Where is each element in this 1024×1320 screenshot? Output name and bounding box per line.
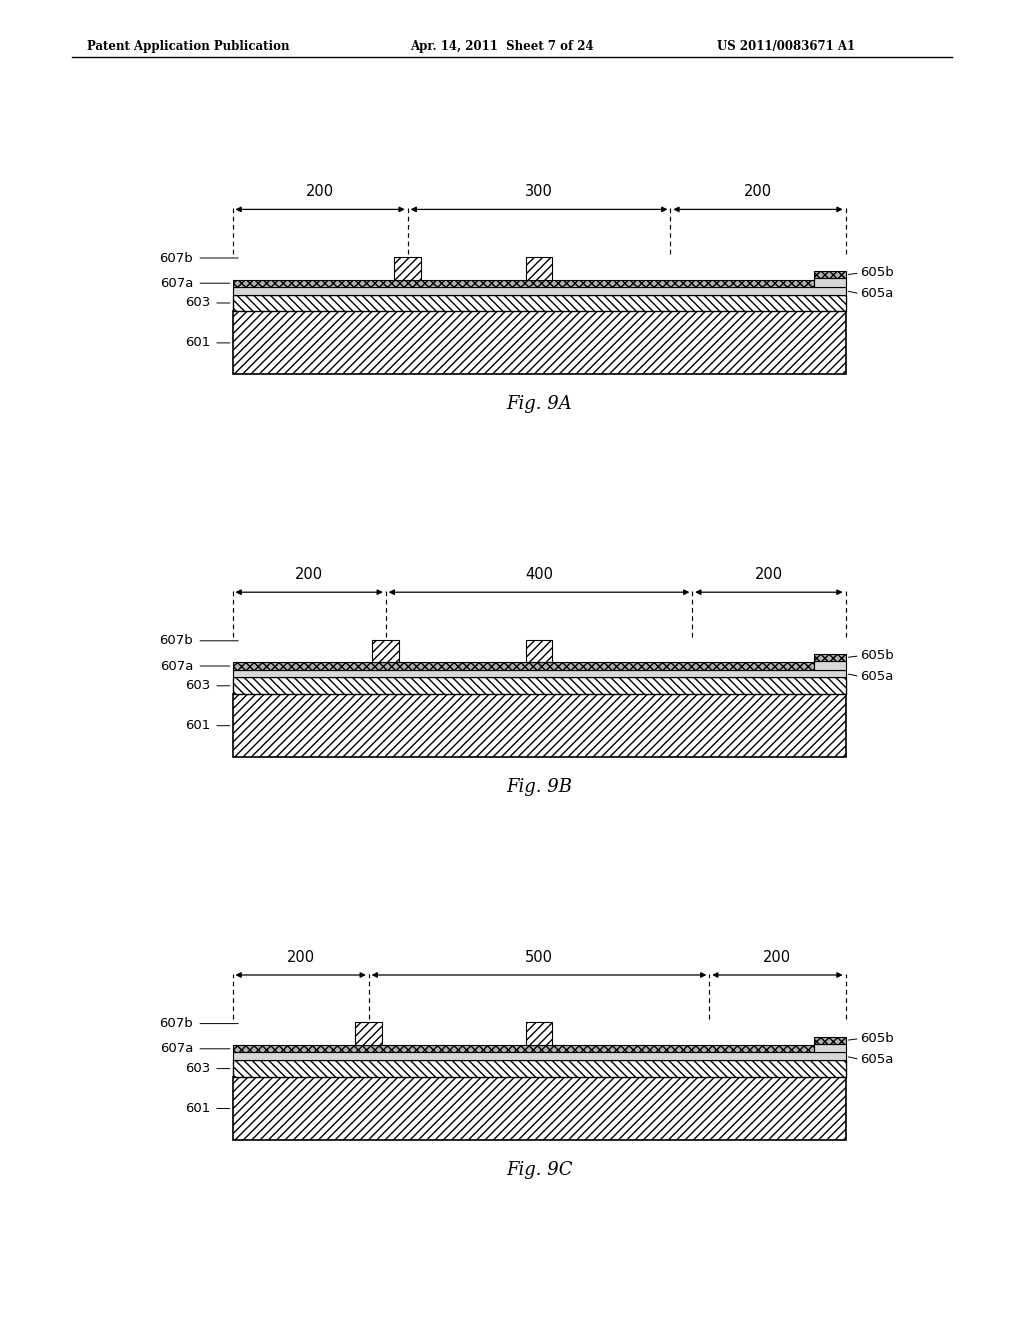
Text: 300: 300	[525, 185, 553, 199]
Bar	[814, 1036, 846, 1044]
Bar	[232, 1077, 846, 1140]
Text: 605b: 605b	[860, 1032, 894, 1045]
Text: US 2011/0083671 A1: US 2011/0083671 A1	[717, 40, 855, 53]
Text: 607a: 607a	[160, 277, 194, 289]
Bar	[525, 1023, 553, 1045]
Bar	[232, 669, 846, 677]
Text: 605a: 605a	[860, 1053, 893, 1065]
Text: 607a: 607a	[160, 1043, 194, 1055]
Text: Fig. 9B: Fig. 9B	[506, 779, 572, 796]
Bar	[232, 294, 846, 312]
Text: 607a: 607a	[160, 660, 194, 672]
Bar	[232, 1060, 846, 1077]
Bar	[355, 1023, 382, 1045]
Text: 605b: 605b	[860, 267, 894, 280]
Text: 200: 200	[743, 185, 772, 199]
Bar	[525, 640, 553, 663]
Bar	[232, 677, 846, 694]
Bar	[232, 1052, 846, 1060]
Text: 200: 200	[755, 568, 783, 582]
Text: 605a: 605a	[860, 671, 893, 682]
Bar	[232, 312, 846, 375]
Text: 200: 200	[295, 568, 324, 582]
Bar	[232, 694, 846, 758]
Text: Patent Application Publication: Patent Application Publication	[87, 40, 290, 53]
Bar	[232, 663, 814, 669]
Text: 605b: 605b	[860, 649, 894, 663]
Text: 607b: 607b	[160, 635, 194, 647]
Bar	[814, 279, 846, 286]
Text: 607b: 607b	[160, 252, 194, 264]
Bar	[394, 257, 421, 280]
Text: 601: 601	[184, 1102, 210, 1115]
Text: 200: 200	[306, 185, 334, 199]
Text: 601: 601	[184, 337, 210, 350]
Text: Apr. 14, 2011  Sheet 7 of 24: Apr. 14, 2011 Sheet 7 of 24	[410, 40, 593, 53]
Text: Fig. 9C: Fig. 9C	[506, 1162, 572, 1179]
Bar	[232, 1045, 814, 1052]
Bar	[232, 286, 846, 294]
Text: 603: 603	[184, 1063, 210, 1074]
Bar	[814, 653, 846, 661]
Text: 603: 603	[184, 680, 210, 692]
Text: 200: 200	[763, 950, 792, 965]
Bar	[373, 640, 399, 663]
Text: 500: 500	[525, 950, 553, 965]
Bar	[814, 661, 846, 669]
Text: 200: 200	[287, 950, 314, 965]
Text: Fig. 9A: Fig. 9A	[506, 396, 572, 413]
Bar	[814, 271, 846, 279]
Bar	[814, 1044, 846, 1052]
Text: 601: 601	[184, 719, 210, 733]
Bar	[525, 257, 553, 280]
Text: 607b: 607b	[160, 1018, 194, 1030]
Bar	[232, 280, 814, 286]
Text: 603: 603	[184, 297, 210, 309]
Text: 605a: 605a	[860, 288, 893, 300]
Text: 400: 400	[525, 568, 553, 582]
